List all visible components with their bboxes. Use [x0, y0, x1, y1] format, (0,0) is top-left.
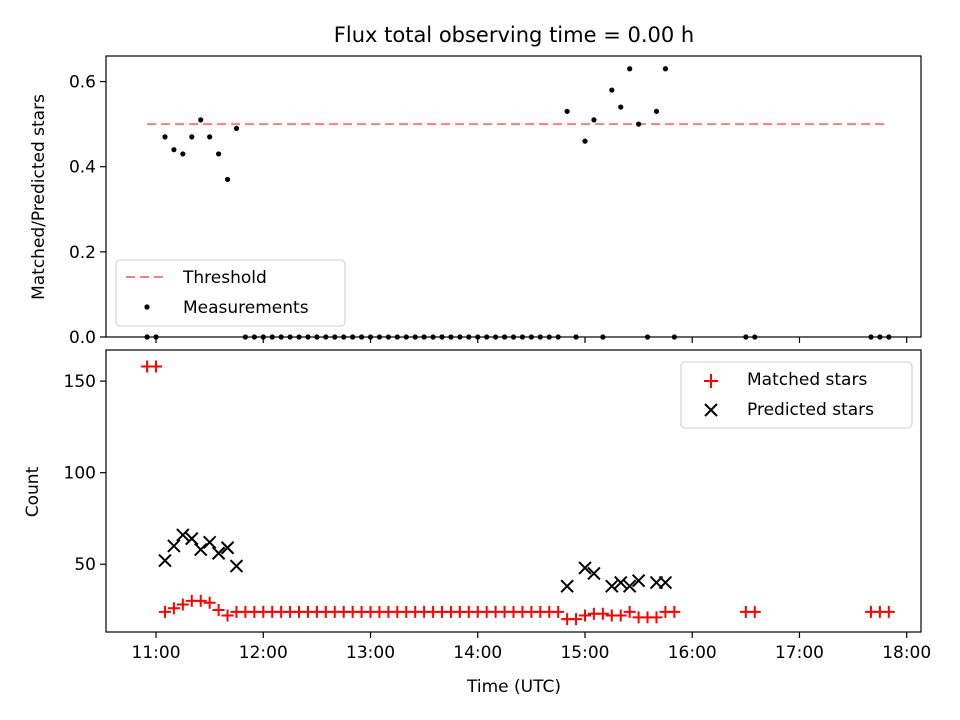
measurement-point: [180, 151, 186, 157]
top-y-tick-label: 0.4: [69, 158, 96, 178]
measurements-legend-marker: [144, 304, 150, 310]
matched-stars-point: [212, 604, 225, 617]
matched-stars-point: [596, 607, 609, 620]
top-y-axis-label: Matched/Predicted stars: [29, 94, 49, 300]
measurement-point: [636, 121, 642, 127]
measurement-point: [224, 176, 231, 183]
x-tick-label: 16:00: [668, 643, 717, 663]
matched-stars-point: [748, 605, 761, 618]
x-tick-label: 12:00: [239, 643, 288, 663]
matched-stars-legend-label: Matched stars: [747, 370, 867, 390]
top-axes-frame: [105, 55, 922, 338]
matched-stars-point: [578, 609, 591, 622]
predicted-stars-point: [587, 566, 601, 581]
predicted-stars-point: [211, 546, 226, 560]
predicted-stars-point: [158, 553, 172, 568]
bottom-axes-frame: [105, 349, 922, 633]
bottom-legend-box: [680, 361, 913, 429]
predicted-stars-point: [631, 574, 646, 588]
bottom-panel: Count Time (UTC) 50 100 150 11:00 12:00 13:0…: [23, 349, 931, 697]
bottom-y-tick-label: 100: [64, 464, 96, 484]
matched-stars-point: [194, 594, 207, 607]
top-legend-box: [115, 259, 346, 327]
matched-stars-point: [668, 605, 681, 618]
top-panel: Flux total observing time = 0.00 h Match…: [29, 23, 922, 348]
predicted-stars-point: [614, 575, 628, 590]
predicted-stars-legend-label: Predicted stars: [747, 400, 874, 420]
measurement-point: [171, 147, 177, 153]
measurement-point: [582, 138, 588, 144]
measurement-point: [609, 87, 615, 93]
measurement-point: [662, 66, 669, 72]
matched-stars-legend-marker: [704, 374, 718, 388]
x-tick-label: 11:00: [132, 643, 181, 663]
measurement-point: [162, 134, 168, 140]
bottom-y-ticks: 50 100 150: [64, 372, 106, 575]
top-y-tick-label: 0.0: [69, 328, 96, 348]
bottom-y-tick-label: 150: [64, 372, 96, 392]
matched-stars-point: [158, 605, 171, 618]
matched-stars-point: [167, 602, 180, 615]
predicted-stars-point: [578, 561, 592, 575]
predicted-stars-point: [167, 539, 181, 553]
matched-stars-series: [141, 360, 895, 626]
top-legend: Threshold Measurements: [115, 259, 346, 327]
bottom-x-ticks: 11:00 12:00 13:00 14:00 15:00 16:00 17:00 18:00: [132, 632, 931, 663]
predicted-stars-point: [229, 559, 244, 573]
measurement-point: [215, 151, 222, 157]
bottom-plot-area: [141, 360, 895, 626]
matched-stars-point: [176, 598, 189, 611]
x-axis-label: Time (UTC): [466, 677, 561, 697]
threshold-legend-label: Threshold: [182, 268, 267, 288]
predicted-stars-legend-marker: [704, 403, 718, 417]
matched-stars-point: [150, 360, 163, 373]
bottom-y-tick-label: 50: [74, 555, 96, 575]
top-y-tick-label: 0.2: [69, 243, 96, 263]
measurement-point: [564, 108, 570, 114]
x-tick-label: 17:00: [775, 643, 824, 663]
predicted-stars-point: [658, 575, 673, 590]
measurement-point: [591, 117, 597, 123]
matched-stars-point: [552, 605, 565, 618]
measurement-point: [198, 117, 204, 123]
x-tick-label: 15:00: [560, 643, 609, 663]
top-y-tick-label: 0.6: [69, 73, 96, 93]
x-tick-label: 13:00: [346, 643, 395, 663]
matched-stars-point: [570, 613, 583, 626]
measurement-point: [653, 108, 660, 114]
predicted-stars-point: [176, 528, 190, 542]
measurements-legend-label: Measurements: [183, 298, 309, 318]
predicted-stars-point: [220, 541, 235, 555]
chart-title: Flux total observing time = 0.00 h: [334, 23, 694, 47]
measurement-point: [618, 104, 624, 110]
predicted-stars-point: [202, 535, 217, 549]
x-tick-label: 14:00: [453, 643, 502, 663]
matched-stars-point: [614, 609, 627, 622]
matched-stars-point: [650, 611, 663, 624]
top-y-ticks: 0.0 0.2 0.4 0.6: [69, 73, 106, 348]
bottom-y-axis-label: Count: [23, 466, 43, 517]
matched-stars-point: [221, 609, 234, 622]
predicted-stars-point: [185, 531, 199, 546]
predicted-stars-point: [194, 542, 208, 557]
bottom-legend: Matched stars Predicted stars: [680, 361, 913, 429]
measurement-point: [233, 125, 240, 131]
measurement-point: [189, 134, 195, 140]
x-tick-label: 18:00: [882, 643, 931, 663]
matched-stars-point: [623, 605, 636, 618]
predicted-stars-point: [560, 579, 574, 593]
matched-stars-point: [882, 605, 895, 618]
measurement-point: [207, 134, 213, 140]
predicted-stars-series: [158, 528, 673, 593]
matched-stars-point: [203, 596, 216, 609]
predicted-stars-point: [622, 579, 637, 593]
measurement-point: [627, 66, 633, 72]
top-x-ticks: [155, 337, 908, 343]
predicted-stars-point: [605, 579, 619, 593]
